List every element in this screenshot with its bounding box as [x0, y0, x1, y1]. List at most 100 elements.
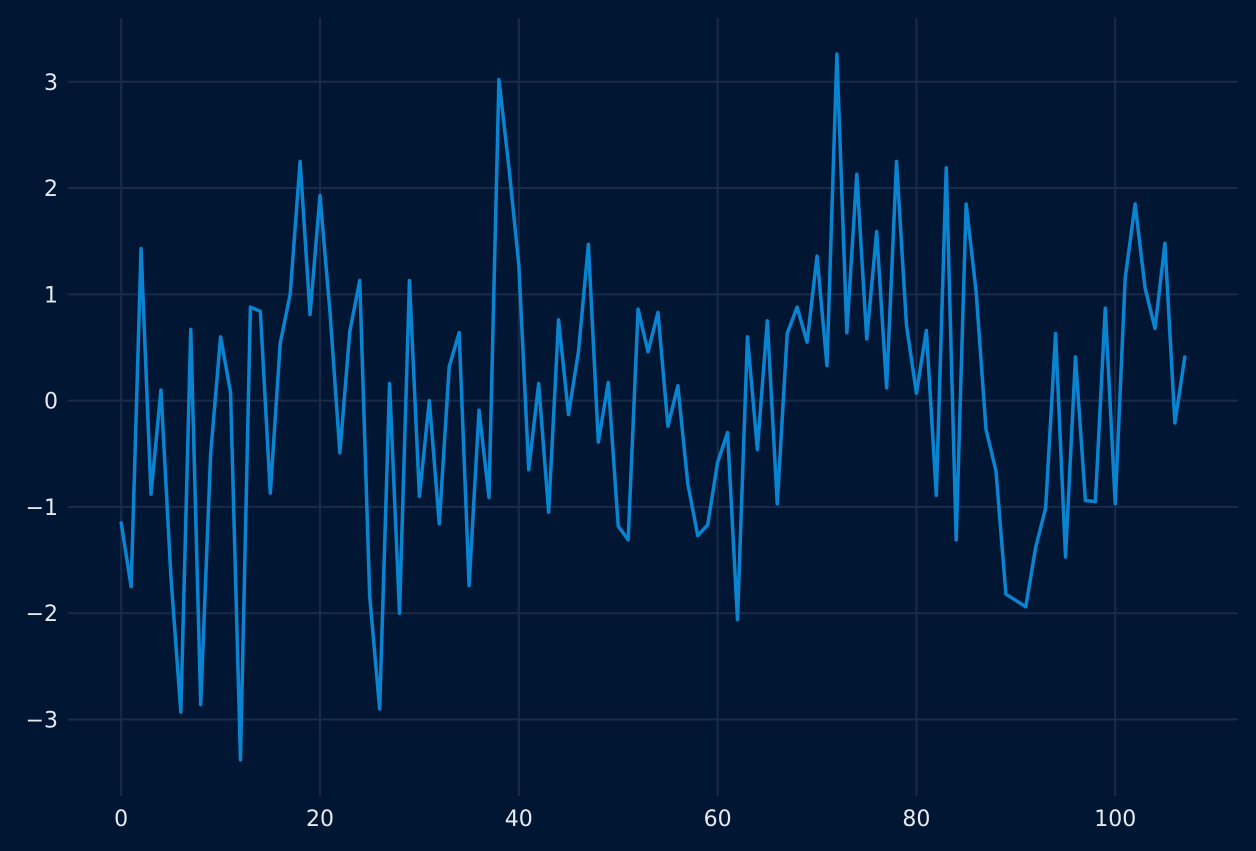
data-point	[298, 159, 302, 163]
data-point	[417, 494, 421, 498]
data-point	[447, 365, 451, 369]
data-point	[596, 440, 600, 444]
data-point	[407, 279, 411, 283]
data-point	[1044, 506, 1048, 510]
data-point	[1073, 355, 1077, 359]
data-point	[318, 193, 322, 197]
data-point	[1054, 332, 1058, 336]
data-point	[1083, 499, 1087, 503]
data-point	[755, 448, 759, 452]
data-point	[129, 585, 133, 589]
x-tick-label: 20	[306, 807, 334, 832]
data-point	[1113, 502, 1117, 506]
y-tick-label: −2	[26, 602, 58, 627]
data-point	[914, 391, 918, 395]
x-tick-label: 80	[902, 807, 930, 832]
data-point	[775, 502, 779, 506]
data-point	[567, 412, 571, 416]
x-tick-label: 60	[704, 807, 732, 832]
data-point	[467, 584, 471, 588]
data-point	[427, 399, 431, 403]
y-tick-label: 2	[44, 177, 58, 202]
data-point	[159, 388, 163, 392]
x-gridlines	[120, 18, 1117, 796]
data-point	[457, 331, 461, 335]
data-point	[1064, 555, 1068, 559]
x-axis-tick-labels: 0 20 40 60 80 100	[114, 807, 1136, 832]
x-tick-label: 0	[114, 807, 128, 832]
data-point	[1153, 326, 1157, 330]
data-point	[477, 408, 481, 412]
data-point	[994, 469, 998, 473]
data-point	[328, 309, 332, 313]
data-point	[209, 452, 213, 456]
data-point	[139, 247, 143, 251]
data-point	[815, 254, 819, 258]
data-point	[656, 310, 660, 314]
data-point	[1103, 306, 1107, 310]
data-point	[219, 335, 223, 339]
data-point	[288, 292, 292, 296]
data-point	[855, 172, 859, 176]
data-point	[924, 328, 928, 332]
data-point	[1173, 421, 1177, 425]
y-tick-label: −1	[26, 496, 58, 521]
data-point	[795, 305, 799, 309]
data-point	[507, 165, 511, 169]
data-point	[984, 427, 988, 431]
data-point	[169, 574, 173, 578]
y-tick-label: 0	[44, 390, 58, 415]
data-point	[616, 524, 620, 528]
data-point	[358, 279, 362, 283]
data-point	[954, 538, 958, 542]
data-point	[716, 460, 720, 464]
data-point	[497, 78, 501, 82]
x-tick-label: 40	[505, 807, 533, 832]
data-point	[686, 482, 690, 486]
data-point	[248, 305, 252, 309]
data-point	[149, 492, 153, 496]
data-point	[934, 493, 938, 497]
data-point	[745, 335, 749, 339]
data-point	[1014, 598, 1018, 602]
data-point	[845, 331, 849, 335]
data-point	[726, 431, 730, 435]
data-point	[765, 319, 769, 323]
data-point	[308, 313, 312, 317]
data-point	[1133, 202, 1137, 206]
data-point	[586, 242, 590, 246]
data-point	[1183, 355, 1187, 359]
data-point	[676, 384, 680, 388]
data-point	[179, 710, 183, 714]
data-point	[885, 386, 889, 390]
data-point	[944, 166, 948, 170]
data-point	[1034, 545, 1038, 549]
data-point	[1093, 500, 1097, 504]
data-point	[666, 424, 670, 428]
data-point	[547, 510, 551, 514]
data-point	[964, 202, 968, 206]
data-point	[904, 323, 908, 327]
data-point	[875, 230, 879, 234]
data-point	[1143, 286, 1147, 290]
data-point	[258, 309, 262, 313]
data-point	[278, 341, 282, 345]
data-point	[805, 340, 809, 344]
data-point	[268, 491, 272, 495]
data-point	[835, 52, 839, 56]
y-tick-label: −3	[26, 708, 58, 733]
y-axis-tick-labels: −3 −2 −1 0 1 2 3	[26, 71, 58, 734]
y-gridlines	[68, 80, 1238, 721]
data-point	[368, 594, 372, 598]
data-point	[626, 538, 630, 542]
data-point	[338, 451, 342, 455]
y-tick-label: 3	[44, 71, 58, 96]
data-point	[606, 381, 610, 385]
data-point	[696, 534, 700, 538]
data-point	[646, 350, 650, 354]
data-point	[487, 495, 491, 499]
x-tick-label: 100	[1094, 807, 1136, 832]
data-point	[735, 618, 739, 622]
